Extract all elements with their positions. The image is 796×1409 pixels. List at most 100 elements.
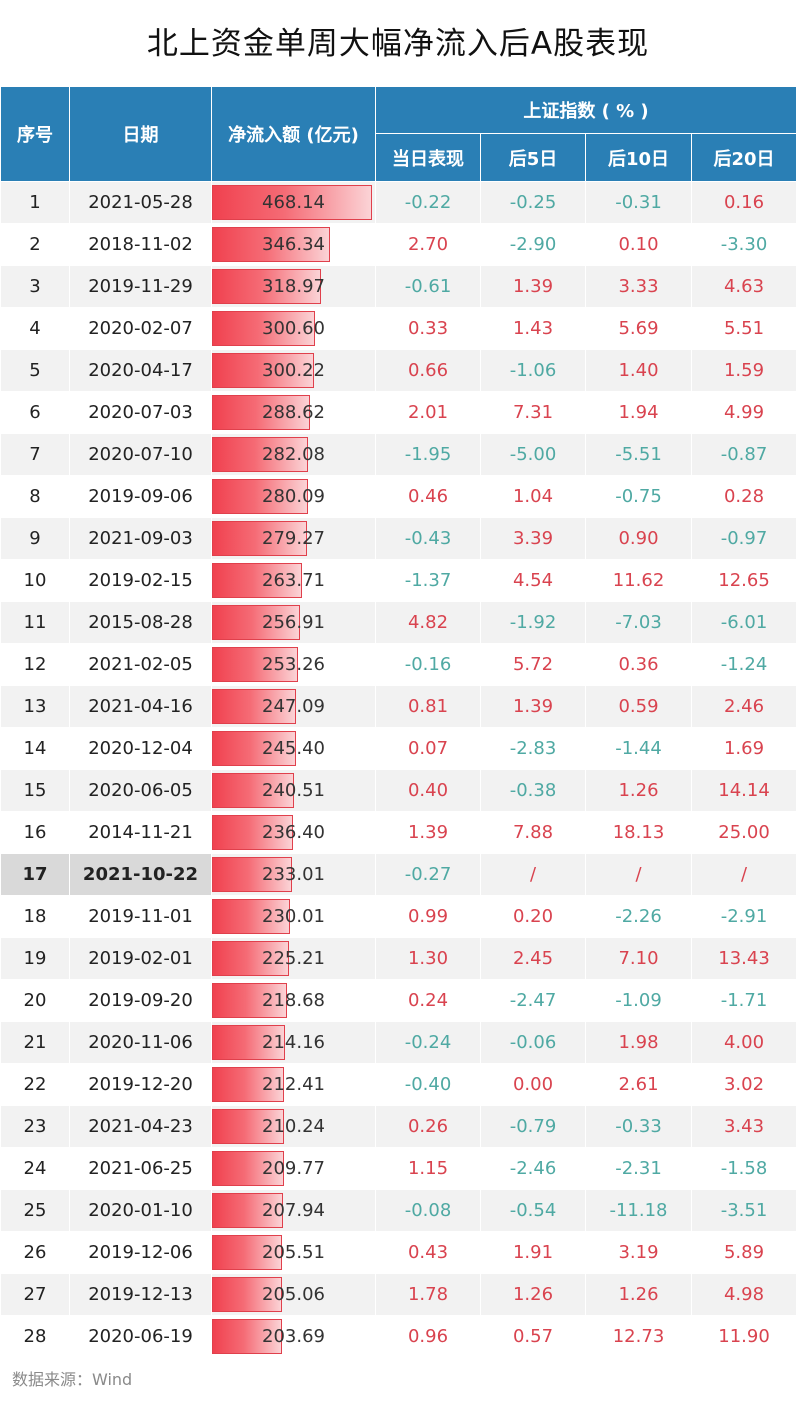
cell-date: 2019-02-15	[69, 559, 212, 602]
inflow-bar	[212, 773, 295, 808]
cell-date: 2021-10-22	[69, 853, 212, 896]
cell-day5: -0.54	[480, 1189, 586, 1232]
cell-net-inflow: 230.01	[211, 895, 376, 938]
cell-net-inflow: 245.40	[211, 727, 376, 770]
cell-net-inflow: 236.40	[211, 811, 376, 854]
page-title: 北上资金单周大幅净流入后A股表现	[146, 26, 650, 62]
table-row: 2 2018-11-02 346.34 2.70 -2.90 0.10 -3.30	[0, 223, 796, 266]
inflow-value: 233.01	[262, 864, 325, 885]
cell-net-inflow: 468.14	[211, 181, 376, 224]
cell-day10: -0.75	[585, 475, 692, 518]
table-row: 28 2020-06-19 203.69 0.96 0.57 12.73 11.90	[0, 1315, 796, 1358]
cell-day10: 3.19	[585, 1231, 692, 1274]
cell-net-inflow: 205.51	[211, 1231, 376, 1274]
inflow-bar	[212, 437, 309, 472]
cell-day10: 0.59	[585, 685, 692, 728]
cell-date: 2015-08-28	[69, 601, 212, 644]
table-row: 5 2020-04-17 300.22 0.66 -1.06 1.40 1.59	[0, 349, 796, 392]
cell-day20: -1.24	[690, 643, 796, 686]
cell-date: 2014-11-21	[69, 811, 212, 854]
table-row: 16 2014-11-21 236.40 1.39 7.88 18.13 25.00	[0, 811, 796, 854]
cell-index: 19	[0, 937, 70, 980]
inflow-value: 240.51	[262, 780, 325, 801]
table-row: 1 2021-05-28 468.14 -0.22 -0.25 -0.31 0.16	[0, 181, 796, 224]
cell-day20: -1.58	[690, 1147, 796, 1190]
cell-index: 4	[0, 307, 70, 350]
cell-day10: 1.98	[585, 1021, 692, 1064]
cell-day20: 5.51	[690, 307, 796, 350]
cell-day5: -5.00	[480, 433, 586, 476]
cell-day0: -0.40	[375, 1063, 481, 1106]
cell-day20: -1.71	[690, 979, 796, 1022]
header-day0: 当日表现	[375, 133, 481, 182]
cell-net-inflow: 256.91	[211, 601, 376, 644]
cell-day20: 11.90	[690, 1315, 796, 1358]
cell-day0: 0.40	[375, 769, 481, 812]
cell-day5: -1.06	[480, 349, 586, 392]
cell-net-inflow: 300.22	[211, 349, 376, 392]
cell-day5: -0.25	[480, 181, 586, 224]
cell-day0: -0.22	[375, 181, 481, 224]
cell-net-inflow: 209.77	[211, 1147, 376, 1190]
cell-index: 5	[0, 349, 70, 392]
table-row: 23 2021-04-23 210.24 0.26 -0.79 -0.33 3.43	[0, 1105, 796, 1148]
cell-day5: 1.43	[480, 307, 586, 350]
cell-day5: -2.47	[480, 979, 586, 1022]
cell-day0: 1.30	[375, 937, 481, 980]
source-note: 数据来源：Wind	[12, 1370, 133, 1389]
inflow-value: 300.60	[262, 318, 325, 339]
cell-net-inflow: 225.21	[211, 937, 376, 980]
cell-day20: 14.14	[690, 769, 796, 812]
cell-index: 6	[0, 391, 70, 434]
cell-date: 2020-12-04	[69, 727, 212, 770]
inflow-bar	[212, 689, 297, 724]
cell-day0: -0.61	[375, 265, 481, 308]
cell-net-inflow: 282.08	[211, 433, 376, 476]
table-row: 20 2019-09-20 218.68 0.24 -2.47 -1.09 -1.71	[0, 979, 796, 1022]
inflow-value: 263.71	[262, 570, 325, 591]
cell-index: 11	[0, 601, 70, 644]
cell-day5: -0.38	[480, 769, 586, 812]
cell-day0: 1.15	[375, 1147, 481, 1190]
inflow-bar	[212, 647, 299, 682]
cell-day5: 0.00	[480, 1063, 586, 1106]
cell-index: 7	[0, 433, 70, 476]
cell-date: 2019-12-13	[69, 1273, 212, 1316]
cell-day20: -6.01	[690, 601, 796, 644]
cell-net-inflow: 280.09	[211, 475, 376, 518]
inflow-bar	[212, 605, 300, 640]
inflow-bar	[212, 227, 331, 262]
cell-day20: 1.69	[690, 727, 796, 770]
cell-net-inflow: 207.94	[211, 1189, 376, 1232]
inflow-bar	[212, 1277, 282, 1312]
cell-index: 12	[0, 643, 70, 686]
inflow-value: 288.62	[262, 402, 325, 423]
cell-date: 2019-09-06	[69, 475, 212, 518]
cell-day20: /	[690, 853, 796, 896]
cell-net-inflow: 253.26	[211, 643, 376, 686]
cell-date: 2020-04-17	[69, 349, 212, 392]
inflow-value: 205.51	[262, 1242, 325, 1263]
cell-day20: 5.89	[690, 1231, 796, 1274]
cell-day0: 0.26	[375, 1105, 481, 1148]
inflow-bar	[212, 1193, 283, 1228]
cell-date: 2021-09-03	[69, 517, 212, 560]
table-row: 9 2021-09-03 279.27 -0.43 3.39 0.90 -0.97	[0, 517, 796, 560]
cell-day10: 1.94	[585, 391, 692, 434]
cell-day20: -3.51	[690, 1189, 796, 1232]
cell-day0: 1.39	[375, 811, 481, 854]
cell-date: 2020-07-03	[69, 391, 212, 434]
header-day10: 后10日	[585, 133, 692, 182]
cell-index: 8	[0, 475, 70, 518]
cell-day0: -1.95	[375, 433, 481, 476]
cell-day10: -0.33	[585, 1105, 692, 1148]
cell-date: 2020-01-10	[69, 1189, 212, 1232]
cell-day5: 0.57	[480, 1315, 586, 1358]
cell-date: 2019-12-20	[69, 1063, 212, 1106]
cell-date: 2020-11-06	[69, 1021, 212, 1064]
header-day20: 后20日	[690, 133, 796, 182]
cell-net-inflow: 233.01	[211, 853, 376, 896]
inflow-value: 203.69	[262, 1326, 325, 1347]
inflow-value: 245.40	[262, 738, 325, 759]
table-row: 4 2020-02-07 300.60 0.33 1.43 5.69 5.51	[0, 307, 796, 350]
